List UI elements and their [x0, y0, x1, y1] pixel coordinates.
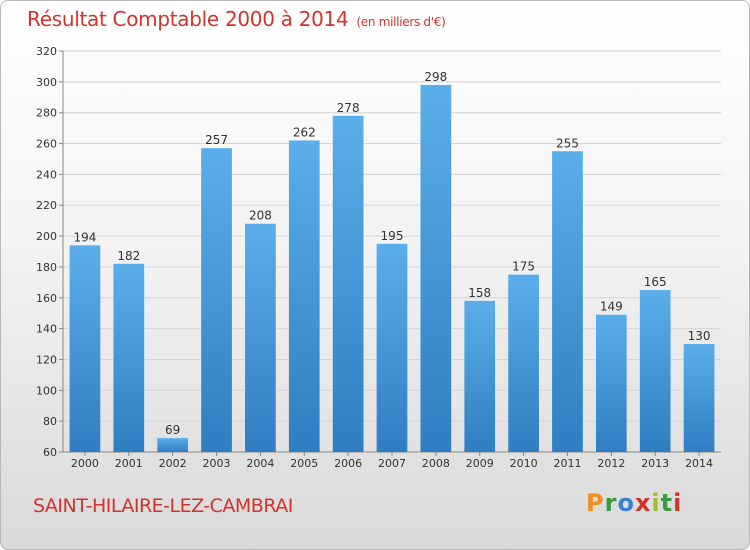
y-tick-label: 140 — [36, 323, 57, 336]
y-tick-label: 220 — [36, 199, 57, 212]
bar — [157, 438, 189, 452]
x-tick-label: 2012 — [597, 457, 625, 470]
bar — [288, 140, 320, 452]
y-tick-label: 100 — [36, 384, 57, 397]
y-tick-label: 80 — [43, 415, 57, 428]
x-tick-label: 2013 — [641, 457, 669, 470]
y-tick-label: 120 — [36, 353, 57, 366]
data-label: 195 — [381, 229, 404, 243]
data-label: 158 — [468, 286, 491, 300]
proxiti-logo: Proxiti — [586, 489, 682, 517]
bar — [420, 84, 452, 452]
data-label: 298 — [424, 70, 447, 84]
bar — [508, 274, 539, 452]
y-tick-label: 200 — [36, 230, 57, 243]
bar — [595, 314, 627, 452]
bar — [683, 344, 715, 452]
logo-letter: o — [617, 489, 635, 517]
x-tick-label: 2002 — [159, 457, 187, 470]
y-tick-label: 280 — [36, 107, 57, 120]
y-tick-label: 180 — [36, 261, 57, 274]
data-label: 175 — [512, 260, 535, 274]
bar — [201, 148, 232, 452]
bars — [69, 84, 715, 453]
x-tick-label: 2000 — [71, 457, 99, 470]
x-tick-label: 2008 — [422, 457, 450, 470]
logo-letter: t — [660, 489, 674, 517]
chart-title: Résultat Comptable 2000 à 2014 (en millie… — [27, 7, 446, 31]
y-tick-label: 300 — [36, 76, 57, 89]
x-tick-label: 2009 — [466, 457, 494, 470]
x-tick-label: 2007 — [378, 457, 406, 470]
title-unit: (en milliers d'€) — [356, 15, 446, 29]
y-tick-label: 320 — [36, 45, 57, 58]
bar — [376, 243, 408, 452]
bar — [113, 263, 145, 452]
data-label: 194 — [73, 230, 96, 244]
bar — [552, 151, 583, 452]
y-tick-label: 160 — [36, 292, 57, 305]
x-tick-label: 2005 — [290, 457, 318, 470]
y-tick-label: 60 — [43, 446, 57, 459]
data-label: 262 — [293, 125, 316, 139]
axes: 60 80 100 120 140 160 180 200 220 240 260 280 300 320… — [36, 45, 721, 470]
commune-name: SAINT-HILAIRE-LEZ-CAMBRAI — [33, 495, 293, 517]
x-tick-label: 2004 — [246, 457, 274, 470]
logo-letter: x — [634, 489, 652, 517]
logo-letter: i — [651, 489, 661, 517]
data-label: 257 — [205, 133, 228, 147]
bar — [332, 115, 364, 453]
data-label: 69 — [165, 423, 180, 437]
logo-letter: P — [586, 489, 605, 517]
data-labels: 194 182 69 257 208 262 278 195 298 158 175 255 149 16… — [73, 70, 710, 437]
data-label: 208 — [249, 209, 272, 223]
data-label: 130 — [688, 329, 711, 343]
logo-letter: r — [604, 489, 618, 517]
x-tick-label: 2001 — [115, 457, 143, 470]
bar — [464, 300, 496, 452]
bar — [639, 290, 671, 452]
data-label: 149 — [600, 300, 623, 314]
bar — [245, 223, 276, 452]
data-label: 182 — [117, 249, 140, 263]
data-label: 278 — [337, 101, 360, 115]
data-label: 165 — [644, 275, 667, 289]
x-tick-label: 2010 — [510, 457, 538, 470]
y-tick-label: 260 — [36, 138, 57, 151]
bar — [69, 245, 101, 452]
x-tick-label: 2006 — [334, 457, 362, 470]
logo-letter: i — [673, 489, 683, 517]
title-text: Résultat Comptable 2000 à 2014 — [27, 7, 349, 31]
data-label: 255 — [556, 136, 579, 150]
x-tick-label: 2014 — [685, 457, 713, 470]
x-tick-label: 2003 — [203, 457, 231, 470]
x-tick-label: 2011 — [553, 457, 581, 470]
y-tick-label: 240 — [36, 168, 57, 181]
